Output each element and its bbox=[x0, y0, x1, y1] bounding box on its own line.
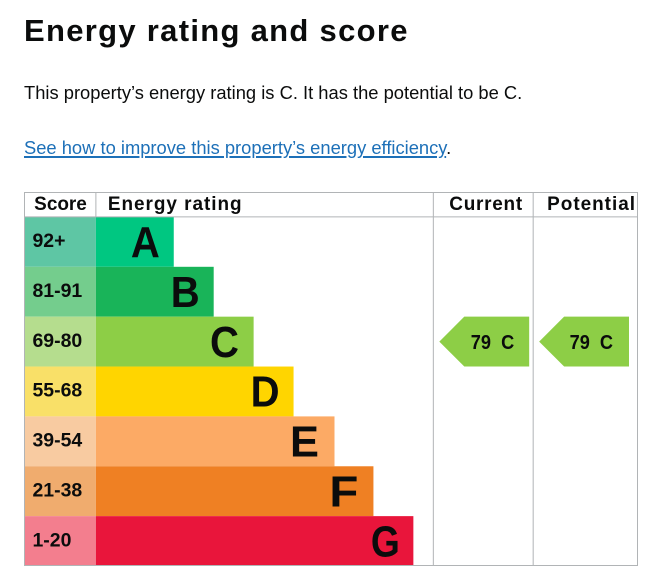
svg-text:55-68: 55-68 bbox=[32, 379, 82, 401]
svg-text:E: E bbox=[290, 417, 319, 466]
svg-text:39-54: 39-54 bbox=[32, 429, 82, 451]
svg-text:81-91: 81-91 bbox=[32, 279, 82, 301]
svg-text:Energy rating: Energy rating bbox=[108, 194, 242, 215]
svg-text:79 C: 79 C bbox=[570, 331, 613, 353]
svg-text:92+: 92+ bbox=[32, 230, 65, 252]
svg-text:C: C bbox=[210, 317, 239, 366]
svg-text:1-20: 1-20 bbox=[32, 529, 71, 551]
svg-text:Potential: Potential bbox=[547, 194, 635, 215]
svg-text:A: A bbox=[131, 218, 160, 267]
svg-text:21-38: 21-38 bbox=[32, 479, 82, 501]
svg-text:F: F bbox=[329, 467, 358, 516]
svg-text:79 C: 79 C bbox=[471, 331, 514, 353]
svg-text:B: B bbox=[171, 268, 200, 317]
svg-text:69-80: 69-80 bbox=[32, 329, 82, 351]
svg-text:D: D bbox=[251, 367, 280, 416]
svg-text:G: G bbox=[371, 517, 400, 566]
svg-text:Score: Score bbox=[34, 194, 87, 215]
svg-text:Current: Current bbox=[449, 194, 523, 215]
